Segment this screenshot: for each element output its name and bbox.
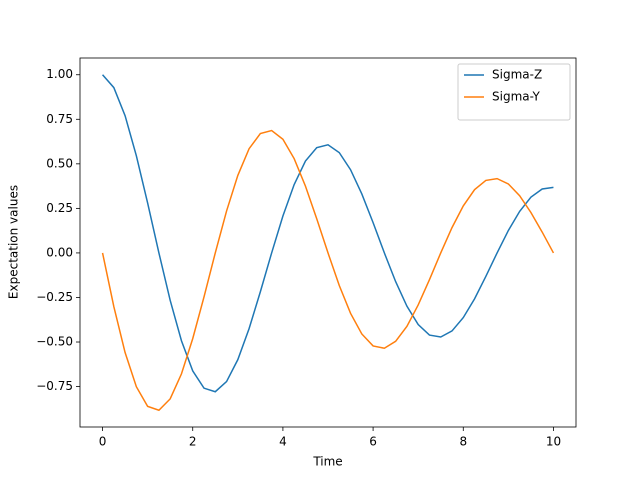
legend-label: Sigma-Y — [492, 90, 541, 104]
x-tick-label: 0 — [99, 435, 107, 449]
x-tick-label: 6 — [369, 435, 377, 449]
y-tick-label: 0.50 — [46, 156, 73, 170]
y-tick-label: 0.00 — [46, 245, 73, 259]
y-tick-label: −0.50 — [36, 335, 73, 349]
legend-box — [457, 63, 571, 121]
x-tick-label: 2 — [189, 435, 197, 449]
x-tick-label: 10 — [546, 435, 561, 449]
y-axis-label: Expectation values — [7, 185, 21, 299]
series-line — [101, 74, 554, 393]
legend-label: Sigma-Z — [492, 68, 542, 82]
y-tick-label: 0.25 — [46, 201, 73, 215]
series-line — [101, 129, 555, 412]
plot-frame — [79, 57, 577, 428]
x-tick-label: 8 — [459, 435, 467, 449]
y-tick-label: −0.25 — [36, 290, 73, 304]
y-tick-label: −0.75 — [36, 379, 73, 393]
y-tick-label: 0.75 — [46, 112, 73, 126]
x-axis-label: Time — [312, 455, 342, 469]
y-tick-label: 1.00 — [46, 67, 73, 81]
x-tick-label: 4 — [279, 435, 287, 449]
